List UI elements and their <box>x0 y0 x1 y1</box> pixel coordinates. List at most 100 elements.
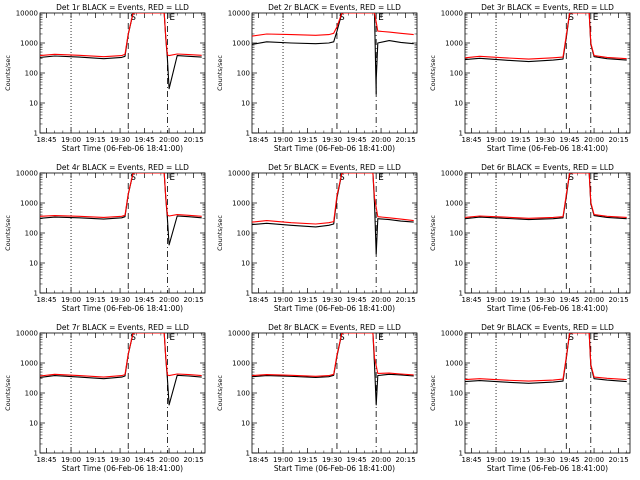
x-tick-label: 19:00 <box>486 296 506 304</box>
series-line-events <box>465 333 627 384</box>
y-tick-label: 1000 <box>445 360 463 368</box>
chart-title: Det 2r BLACK = Events, RED = LLD <box>268 3 401 12</box>
y-tick-label: 1000 <box>20 40 38 48</box>
y-tick-label: 10000 <box>228 330 250 338</box>
x-tick-label: 19:30 <box>535 296 555 304</box>
marker-label: E <box>378 13 384 23</box>
x-tick-label: 19:30 <box>110 136 130 144</box>
x-tick-label: 19:45 <box>346 296 366 304</box>
plot-frame <box>464 172 631 294</box>
series-line-lld <box>40 13 202 58</box>
x-tick-label: 20:00 <box>584 296 604 304</box>
y-tick-label: 1 <box>34 130 38 138</box>
y-tick-label: 1 <box>459 290 463 298</box>
x-tick-label: 20:15 <box>608 456 628 464</box>
chart-title: Det 1r BLACK = Events, RED = LLD <box>56 3 189 12</box>
y-tick-label: 1 <box>246 450 250 458</box>
x-axis-label: Start Time (06-Feb-06 18:41:00) <box>487 464 608 473</box>
marker-label: E <box>169 13 175 23</box>
x-tick-label: 19:30 <box>322 456 342 464</box>
series-line-lld <box>252 333 414 377</box>
x-tick-label: 19:15 <box>510 136 530 144</box>
y-tick-label: 10 <box>241 420 250 428</box>
x-tick-label: 19:45 <box>559 296 579 304</box>
y-axis-label: Counts/sec <box>216 215 224 251</box>
marker-label: S <box>568 13 574 23</box>
chart-title: Det 4r BLACK = Events, RED = LLD <box>56 163 189 172</box>
plot-frame <box>39 12 206 134</box>
series-line-lld <box>252 173 414 225</box>
x-tick-label: 19:45 <box>559 136 579 144</box>
x-tick-label: 19:00 <box>61 136 81 144</box>
x-axis-label: Start Time (06-Feb-06 18:41:00) <box>62 304 183 313</box>
y-tick-label: 100 <box>237 70 250 78</box>
x-tick-label: 19:15 <box>510 296 530 304</box>
y-tick-label: 10000 <box>16 10 38 18</box>
y-tick-label: 10000 <box>441 330 463 338</box>
series-line-events <box>252 333 414 406</box>
detector-panel: Det 5r BLACK = Events, RED = LLD 1 10 100 10… <box>216 163 418 313</box>
x-tick-label: 18:45 <box>461 136 481 144</box>
y-tick-label: 10000 <box>441 170 463 178</box>
series-line-events <box>40 173 202 246</box>
x-tick-label: 20:15 <box>395 456 415 464</box>
marker-label: E <box>169 173 175 183</box>
x-tick-label: 20:00 <box>159 136 179 144</box>
x-tick-label: 19:00 <box>61 456 81 464</box>
y-tick-label: 1 <box>34 450 38 458</box>
x-axis-label: Start Time (06-Feb-06 18:41:00) <box>274 464 395 473</box>
x-tick-label: 19:45 <box>134 456 154 464</box>
marker-label: E <box>593 333 599 343</box>
y-tick-label: 10 <box>241 100 250 108</box>
y-axis-label: Counts/sec <box>4 375 12 411</box>
x-tick-label: 20:00 <box>371 456 391 464</box>
series-line-events <box>465 173 627 221</box>
plot-frame <box>39 332 206 454</box>
x-tick-label: 19:15 <box>85 136 105 144</box>
x-tick-label: 19:30 <box>110 296 130 304</box>
y-axis-label: Counts/sec <box>216 375 224 411</box>
x-tick-label: 19:15 <box>297 456 317 464</box>
x-tick-label: 18:45 <box>461 296 481 304</box>
marker-label: E <box>378 333 384 343</box>
series-line-lld <box>40 333 202 378</box>
y-tick-label: 1 <box>34 290 38 298</box>
y-tick-label: 1 <box>246 130 250 138</box>
x-tick-label: 20:00 <box>371 296 391 304</box>
x-tick-label: 19:00 <box>486 456 506 464</box>
marker-label: S <box>130 333 136 343</box>
chart-title: Det 7r BLACK = Events, RED = LLD <box>56 323 189 332</box>
series-line-lld <box>252 13 414 37</box>
x-tick-label: 20:15 <box>608 296 628 304</box>
x-tick-label: 19:15 <box>297 136 317 144</box>
plot-frame <box>251 332 418 454</box>
y-tick-label: 100 <box>450 230 463 238</box>
y-tick-label: 1000 <box>232 200 250 208</box>
x-tick-label: 19:00 <box>273 456 293 464</box>
marker-label: E <box>593 173 599 183</box>
x-tick-label: 20:00 <box>584 136 604 144</box>
chart-title: Det 6r BLACK = Events, RED = LLD <box>481 163 614 172</box>
y-tick-label: 100 <box>237 230 250 238</box>
y-tick-label: 10000 <box>228 170 250 178</box>
x-tick-label: 18:45 <box>461 456 481 464</box>
marker-label: S <box>339 173 345 183</box>
x-tick-label: 18:45 <box>36 296 56 304</box>
x-tick-label: 19:15 <box>510 456 530 464</box>
y-tick-label: 1000 <box>232 40 250 48</box>
x-tick-label: 19:30 <box>322 296 342 304</box>
y-tick-label: 100 <box>25 70 38 78</box>
x-tick-label: 19:45 <box>346 456 366 464</box>
y-axis-label: Counts/sec <box>429 375 437 411</box>
x-tick-label: 20:15 <box>183 136 203 144</box>
detector-panel: Det 6r BLACK = Events, RED = LLD 1 10 100 10… <box>429 163 631 313</box>
y-tick-label: 10000 <box>16 170 38 178</box>
y-tick-label: 10000 <box>228 10 250 18</box>
series-line-lld <box>40 173 202 218</box>
marker-label: S <box>339 333 345 343</box>
x-tick-label: 19:15 <box>85 296 105 304</box>
y-tick-label: 1000 <box>20 360 38 368</box>
x-tick-label: 20:15 <box>395 136 415 144</box>
y-tick-label: 1000 <box>232 360 250 368</box>
series-line-events <box>465 13 627 63</box>
